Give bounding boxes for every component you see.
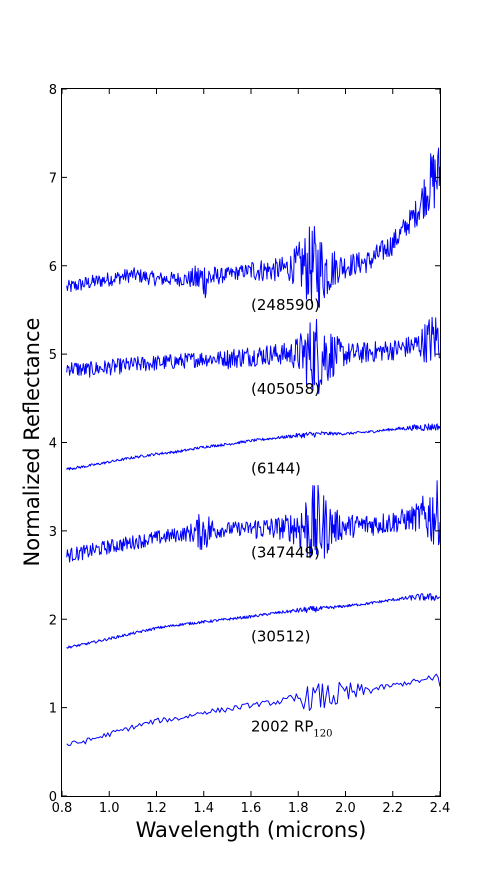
x-tick-label: 1.4 — [193, 801, 214, 816]
y-tick-label: 8 — [49, 83, 57, 98]
y-tick-label: 5 — [49, 348, 57, 363]
series-label: (405058) — [251, 380, 320, 398]
y-tick-label: 4 — [49, 437, 57, 452]
y-tick-label: 0 — [49, 790, 57, 805]
spectrum-line — [66, 423, 441, 471]
plot-frame — [61, 88, 441, 797]
series-label: (248590) — [251, 296, 320, 314]
y-tick-label: 7 — [49, 171, 57, 186]
x-tick-label: 2.2 — [382, 801, 403, 816]
x-tick-label: 1.2 — [146, 801, 167, 816]
spectrum-line — [66, 147, 441, 308]
x-tick-label: 1.0 — [99, 801, 120, 816]
series-layer — [66, 147, 441, 746]
y-tick-label: 6 — [49, 260, 57, 275]
ticks-layer: 0.8 1.0 1.2 1.4 1.6 1.8 2.0 2.2 2.4 0 1 2 3 4 5 6 7 8 — [49, 83, 451, 816]
y-tick-label: 3 — [49, 525, 57, 540]
series-label: 2002 RP120 — [251, 717, 333, 739]
x-axis-title: Wavelength (microns) — [136, 818, 367, 842]
x-tick-label: 1.8 — [288, 801, 309, 816]
x-tick-label: 2.0 — [335, 801, 356, 816]
y-axis-title: Normalized Reflectance — [20, 318, 44, 567]
spectrum-line — [66, 316, 441, 395]
series-label: (347449) — [251, 543, 320, 561]
spectrum-line — [66, 480, 441, 563]
spectrum-line — [66, 673, 441, 746]
series-label: (6144) — [251, 459, 301, 477]
x-tick-label: 0.8 — [52, 801, 73, 816]
series-labels-layer: (248590) (405058) (6144) (347449) (30512) 200… — [251, 296, 333, 740]
y-tick-label: 1 — [49, 702, 57, 717]
spectrum-line — [66, 593, 441, 649]
series-label: (30512) — [251, 627, 310, 645]
series-label-subscript: 120 — [313, 728, 332, 739]
x-tick-label: 1.6 — [241, 801, 262, 816]
y-tick-label: 2 — [49, 613, 57, 628]
x-tick-label: 2.4 — [430, 801, 451, 816]
